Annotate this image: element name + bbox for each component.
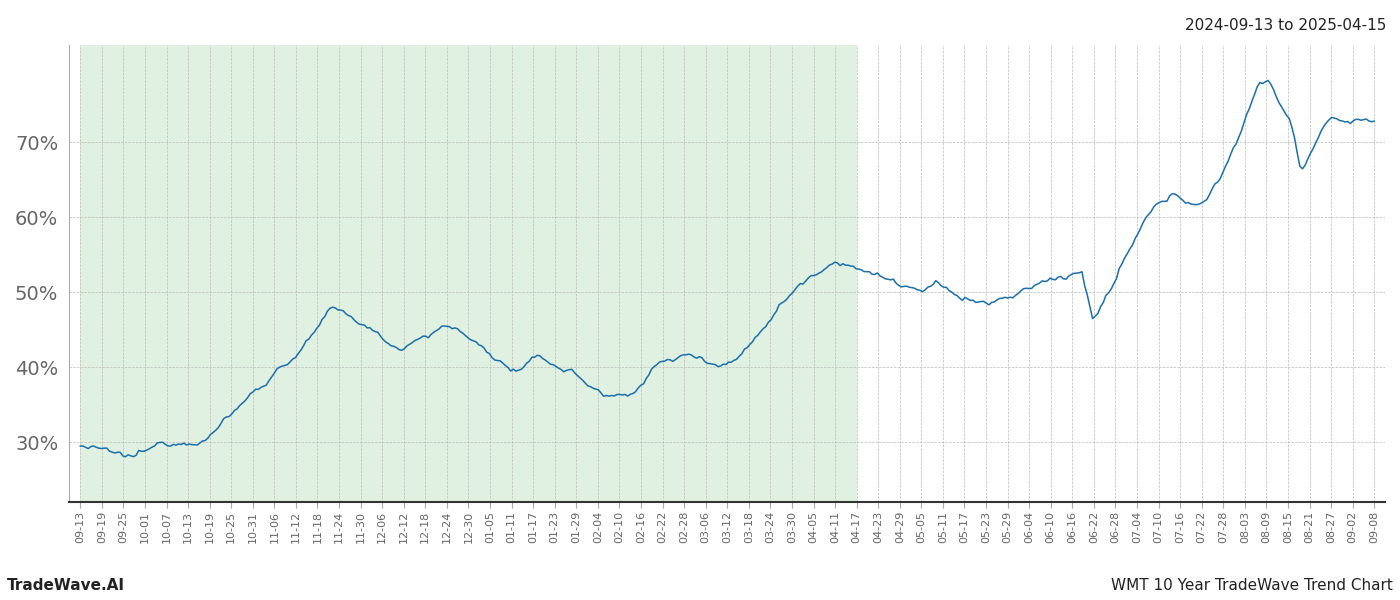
Bar xyxy=(80,45,857,502)
Text: 2024-09-13 to 2025-04-15: 2024-09-13 to 2025-04-15 xyxy=(1184,18,1386,33)
Text: TradeWave.AI: TradeWave.AI xyxy=(7,578,125,593)
Text: WMT 10 Year TradeWave Trend Chart: WMT 10 Year TradeWave Trend Chart xyxy=(1112,578,1393,593)
